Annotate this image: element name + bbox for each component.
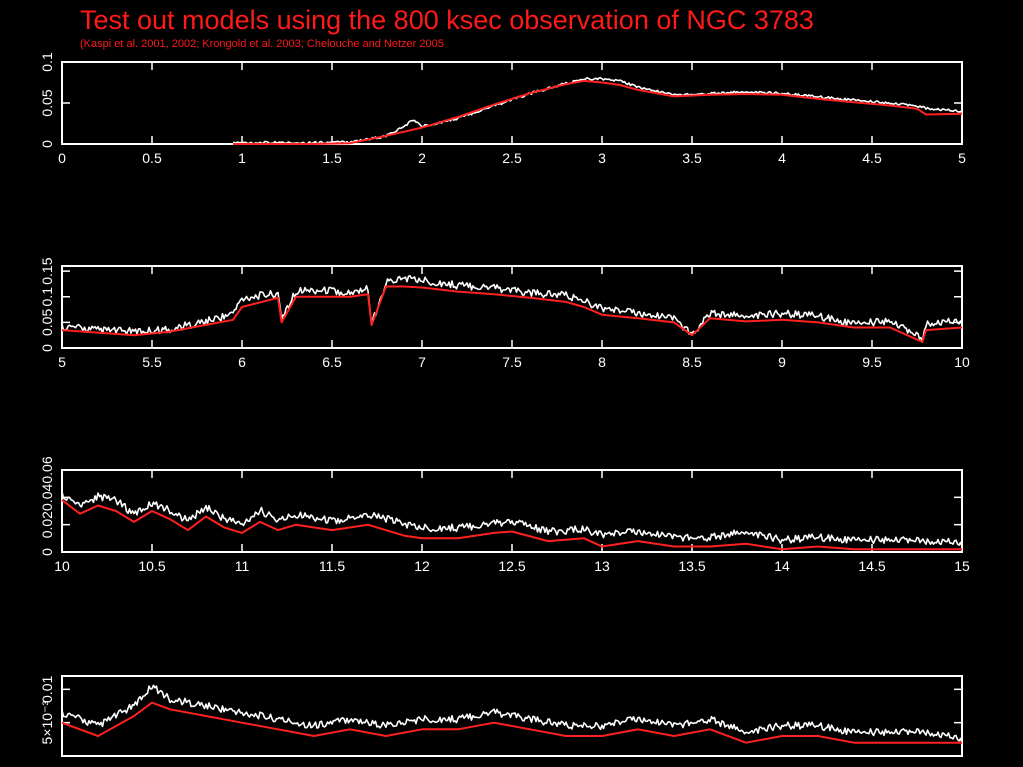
y-tick-label: 0.01 [39,675,55,702]
panel-1-frame [61,61,963,145]
x-tick-label: 14 [774,558,790,574]
data-trace [61,274,963,344]
model-curve [233,79,963,145]
x-tick-label: 13.5 [678,558,705,574]
x-tick-label: 5 [958,150,966,166]
y-tick-label: 5×10⁻³ [39,701,55,745]
y-tick-label: 0.02 [39,511,55,538]
model-curve [61,499,962,551]
x-tick-label: 12.5 [498,558,525,574]
y-tick-label: 0.06 [39,456,55,483]
x-tick-label: 2.5 [502,150,522,166]
y-tick-label: 0.1 [39,287,55,307]
x-tick-label: 7.5 [502,354,522,370]
x-tick-label: 14.5 [858,558,885,574]
y-tick-label: 0.15 [39,257,55,284]
x-tick-label: 7 [418,354,426,370]
data-trace [232,77,963,145]
x-tick-label: 8.5 [682,354,702,370]
panel-4-frame [61,675,963,757]
x-tick-label: 11 [235,558,250,574]
y-tick-label: 0.05 [39,309,55,336]
x-tick-label: 8 [598,354,606,370]
y-tick-label: 0.05 [39,89,55,116]
x-tick-label: 6.5 [322,354,342,370]
x-tick-label: 12 [414,558,430,574]
x-tick-label: 9 [778,354,786,370]
x-tick-label: 3 [598,150,606,166]
x-tick-label: 10 [954,354,970,370]
x-tick-label: 4.5 [862,150,882,166]
x-tick-label: 3.5 [682,150,702,166]
x-tick-label: 5 [58,354,66,370]
x-tick-label: 6 [238,354,246,370]
model-curve [61,701,962,744]
panel-2-frame [61,265,963,349]
x-tick-label: 4 [778,150,786,166]
x-tick-label: 1 [238,150,246,166]
x-tick-label: 1.5 [322,150,342,166]
y-tick-label: 0.1 [39,52,55,72]
y-tick-label: 0.04 [39,483,55,510]
slide-title: Test out models using the 800 ksec obser… [80,5,814,35]
x-tick-label: 13 [594,558,610,574]
x-tick-label: 0.5 [142,150,162,166]
x-tick-label: 15 [954,558,970,574]
x-tick-label: 9.5 [862,354,882,370]
x-tick-label: 0 [58,150,66,166]
y-tick-label: 0 [39,140,55,148]
slide-subtitle: (Kaspi et al. 2001, 2002; Krongold et al… [80,38,444,50]
x-tick-label: 10 [54,558,70,574]
y-tick-label: 0 [39,548,55,556]
x-tick-label: 2 [418,150,426,166]
data-trace [61,684,963,743]
y-tick-label: 0 [39,344,55,352]
x-tick-label: 5.5 [142,354,162,370]
x-tick-label: 10.5 [138,558,165,574]
x-tick-label: 11.5 [319,558,345,574]
data-trace [61,491,963,547]
model-curve [61,285,963,343]
